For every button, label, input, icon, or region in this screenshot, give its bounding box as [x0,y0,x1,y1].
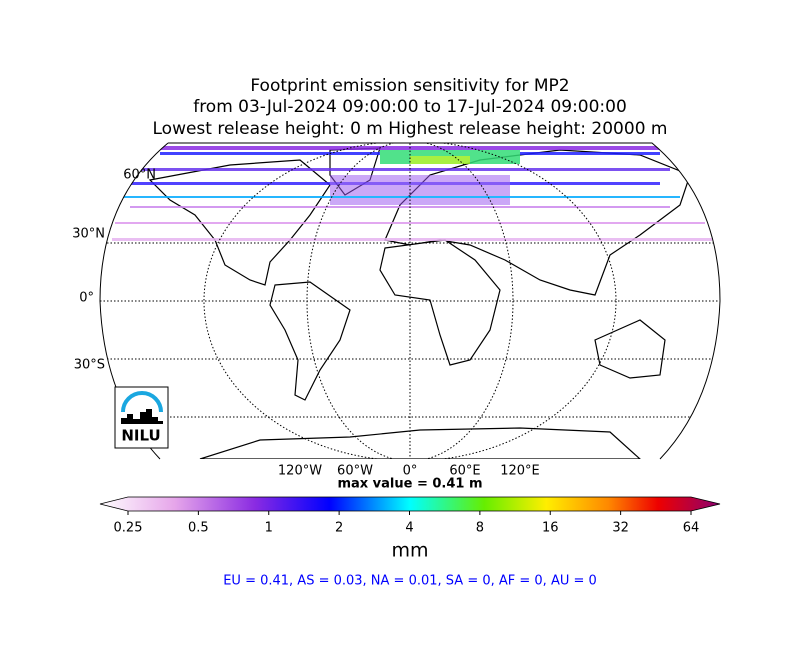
lon-label: 120°W [278,464,322,479]
map [100,143,720,459]
colorbar-label: mm [391,540,428,562]
africa [379,239,501,366]
colorbar-tick-label: 4 [405,521,413,536]
colorbar-tick-label: 0.25 [114,521,143,536]
south-america [269,281,351,401]
title-line: Lowest release height: 0 m Highest relea… [153,119,668,139]
lon-label: 60°W [337,464,373,479]
colorbar-tick-label: 64 [683,521,700,536]
colorbar-tick-label: 32 [612,521,629,536]
lat-label: 60°N [123,168,156,183]
lat-label: 30°N [72,227,105,242]
logo-text: NILU [121,427,160,445]
colorbar-tick-label: 0.5 [188,521,209,536]
max-value: max value = 0.41 m [337,477,482,492]
lat-labels: 60°N 30°N 0° 30°S [72,168,156,373]
lon-label: 60°E [449,464,480,479]
lon-label: 120°E [500,464,540,479]
lon-labels: 120°W 60°W 0° 60°E 120°E [278,464,540,479]
title-line: Footprint emission sensitivity for MP2 [250,76,569,96]
colorbar-body [99,496,721,512]
colorbar-tick-label: 16 [542,521,559,536]
colorbar-tick-label: 2 [335,521,343,536]
australia [594,319,666,379]
lon-label: 0° [403,464,418,479]
lat-label: 0° [79,291,94,306]
title-line: from 03-Jul-2024 09:00:00 to 17-Jul-2024… [193,97,627,117]
region-summary: EU = 0.41, AS = 0.03, NA = 0.01, SA = 0,… [223,574,597,589]
colorbar-tick-label: 8 [476,521,484,536]
lat-label: 30°S [74,358,105,373]
antarctica [199,427,642,459]
colorbar-tick-label: 1 [265,521,273,536]
logo: NILU [114,386,169,449]
colorbar [99,496,721,512]
title: Footprint emission sensitivity for MP2 f… [153,76,668,139]
